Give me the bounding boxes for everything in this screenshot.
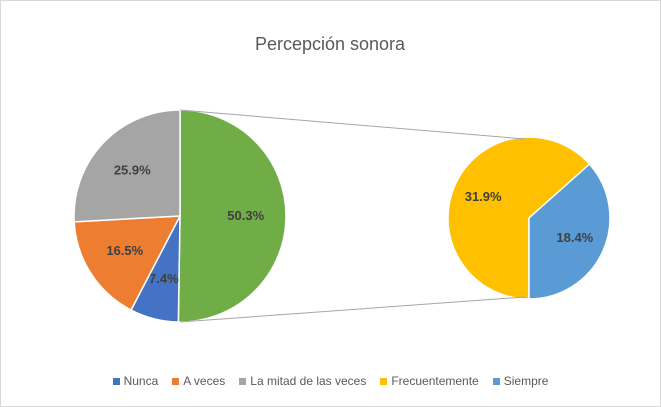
legend-label: La mitad de las veces xyxy=(250,374,367,388)
pie-slice xyxy=(73,109,181,223)
legend-item: Frecuentemente xyxy=(380,374,479,388)
legend-item: Siempre xyxy=(492,374,549,388)
legend-item: Nunca xyxy=(112,374,159,388)
legend-swatch xyxy=(172,377,180,385)
legend-swatch xyxy=(492,377,500,385)
legend-swatch xyxy=(112,377,120,385)
legend: Nunca A veces La mitad de las veces Frecuen… xyxy=(0,374,661,388)
legend-swatch xyxy=(239,377,247,385)
data-label: 31.9% xyxy=(465,189,502,204)
data-label: 50.3% xyxy=(227,208,264,223)
connector xyxy=(179,109,526,140)
chart-title: Percepción sonora xyxy=(255,34,406,54)
data-label: 16.5% xyxy=(106,243,143,258)
pie-slice xyxy=(447,136,591,300)
connector xyxy=(179,296,526,323)
legend-item: La mitad de las veces xyxy=(239,374,366,388)
legend-swatch xyxy=(380,377,388,385)
legend-label: Siempre xyxy=(503,374,549,388)
pie-slice xyxy=(177,109,287,323)
legend-label: Nunca xyxy=(123,374,159,388)
data-label: 25.9% xyxy=(114,162,151,177)
pie-slice xyxy=(528,163,611,300)
legend-label: Frecuentemente xyxy=(391,374,479,388)
legend-item: A veces xyxy=(172,374,225,388)
data-label: 7.4% xyxy=(149,271,179,286)
data-label: 18.4% xyxy=(556,230,593,245)
legend-label: A veces xyxy=(183,374,226,388)
pie-slice xyxy=(73,215,182,312)
